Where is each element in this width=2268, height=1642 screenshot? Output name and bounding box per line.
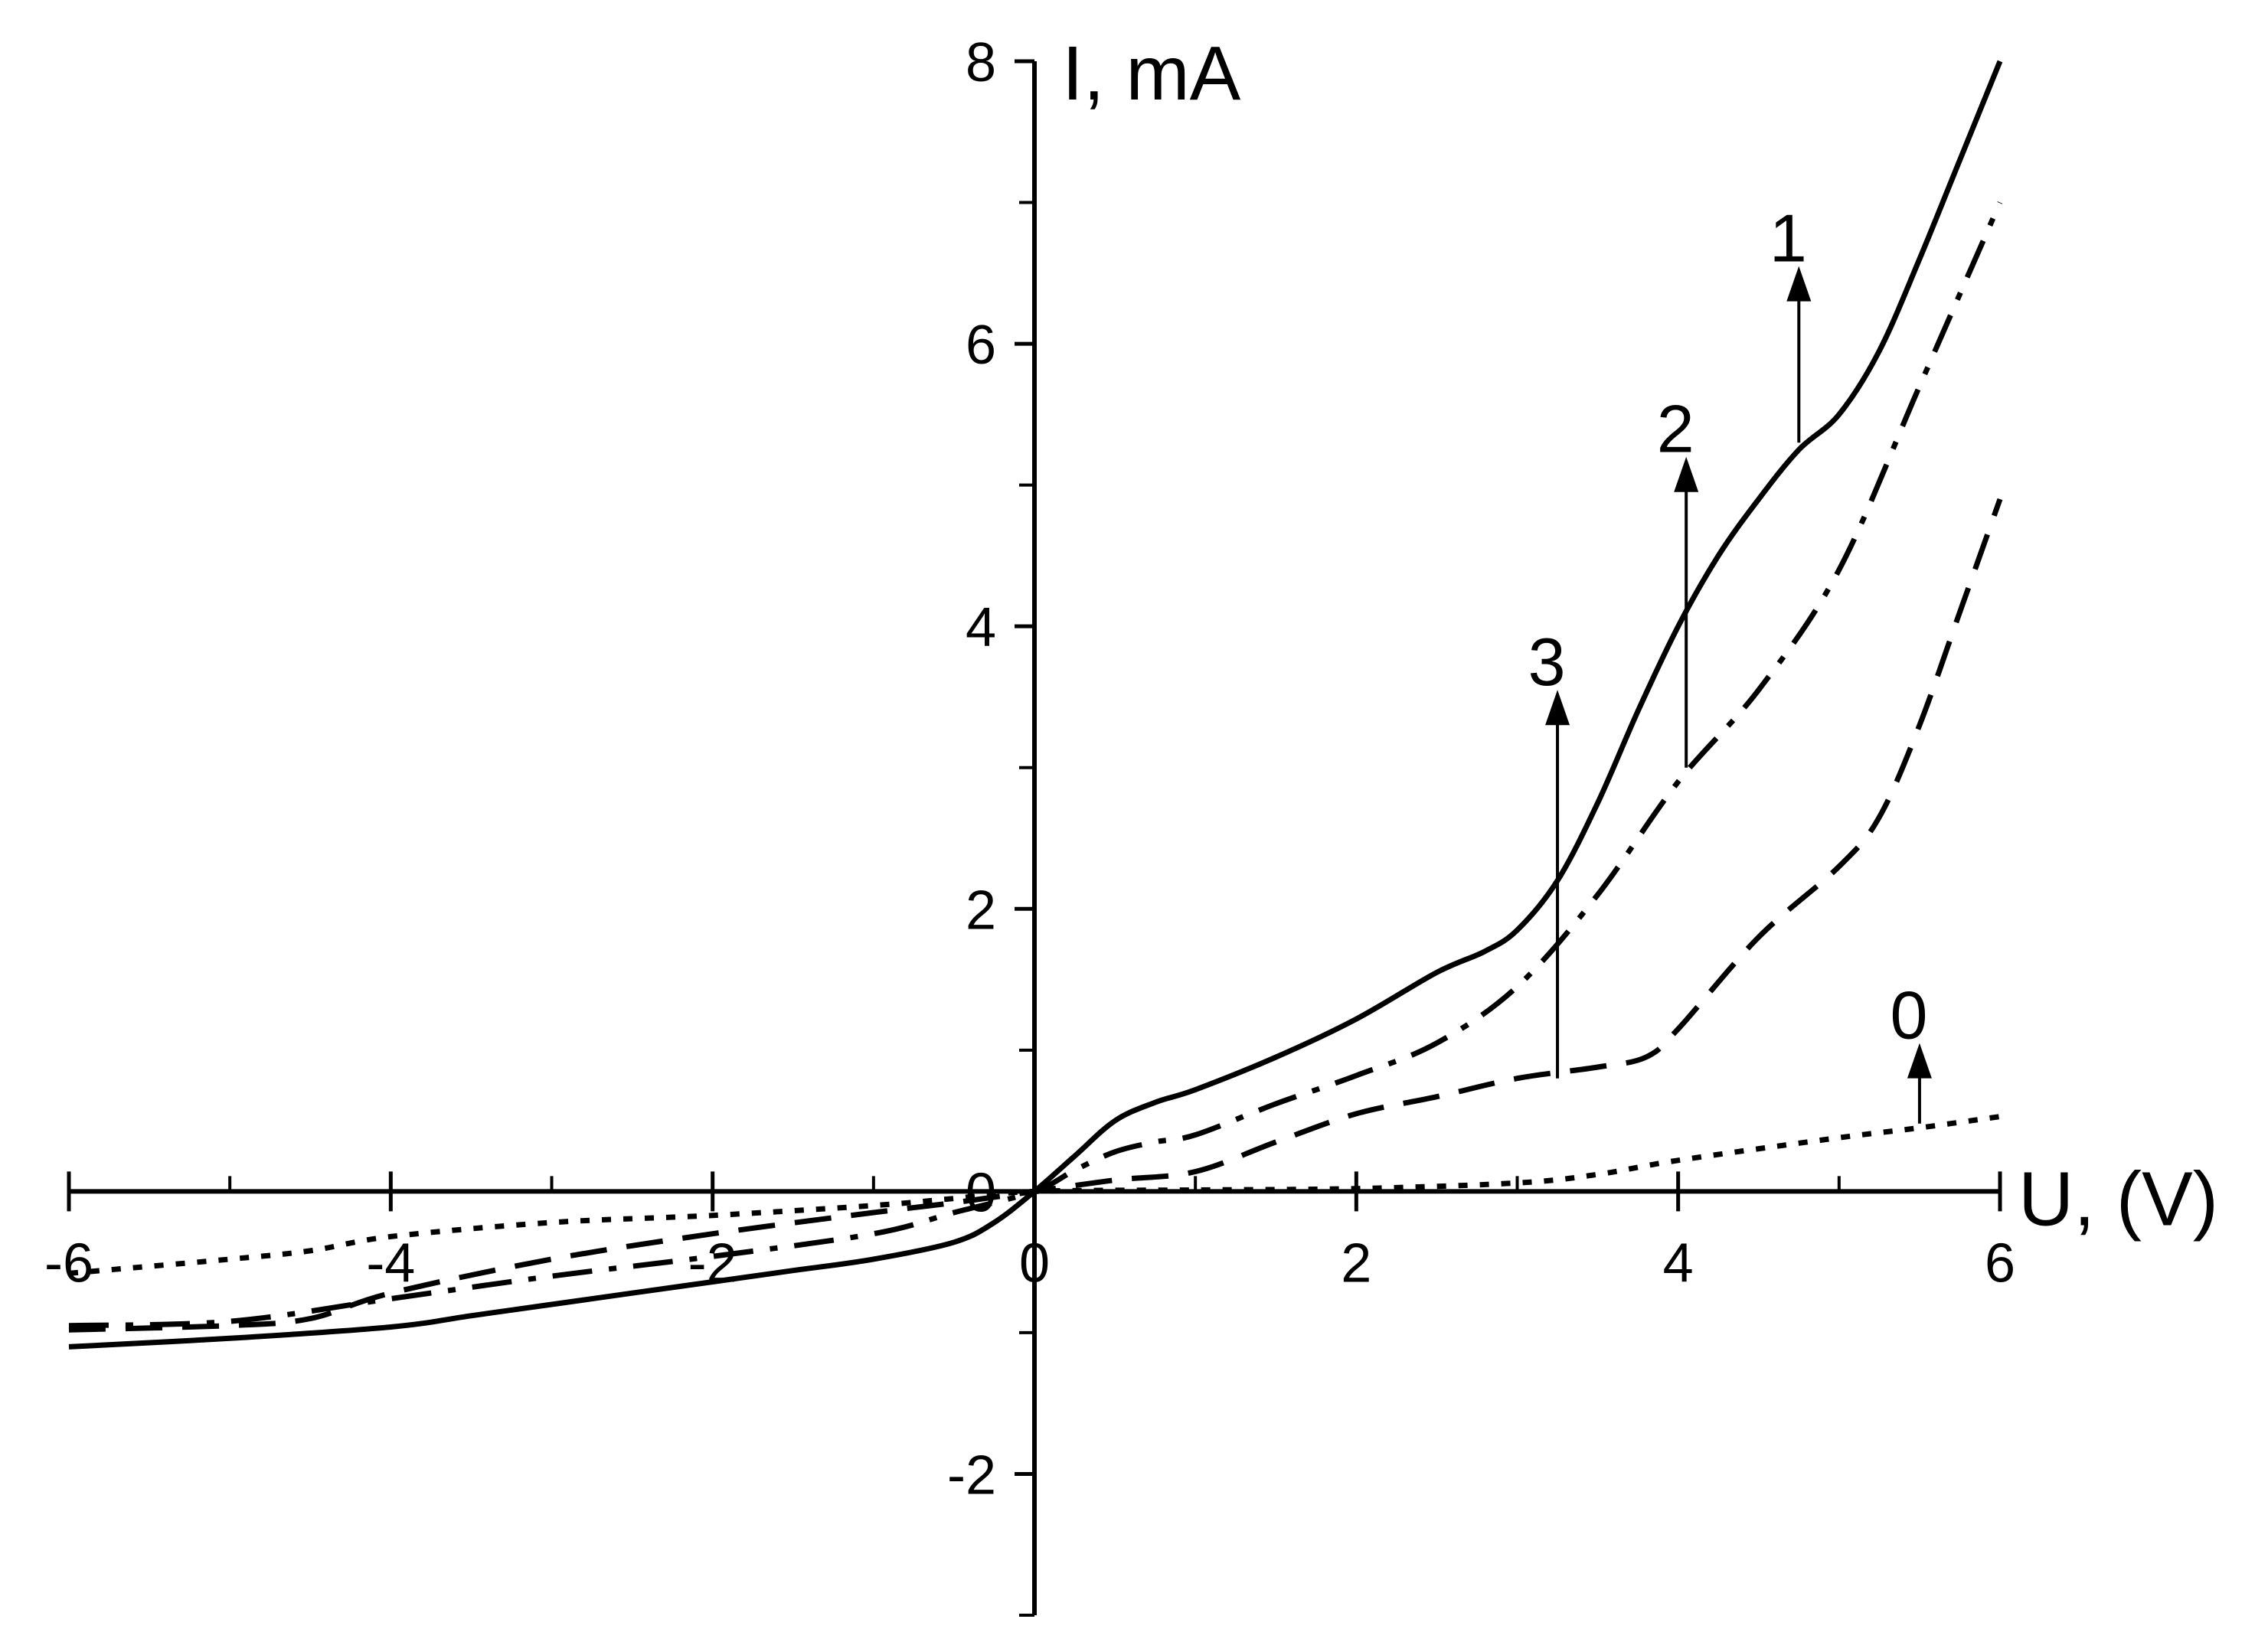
y-tick-label: 0	[966, 1162, 996, 1223]
y-tick-label: 2	[966, 880, 996, 941]
x-ticks: -6 -4 -2 0 2 4 6	[44, 1171, 2015, 1294]
arrow-head-3	[1545, 690, 1570, 726]
x-tick-label: -2	[688, 1232, 737, 1294]
y-ticks: -2 0 2 4 6 8	[947, 32, 1034, 1617]
x-tick-label: 0	[1019, 1232, 1050, 1294]
x-tick-label: -6	[44, 1232, 93, 1294]
annotations-layer: 1 2 3 0	[1528, 201, 1932, 1124]
curves-layer	[68, 60, 2003, 1350]
curve-1	[68, 60, 2003, 1350]
y-axis-title: I, mA	[1062, 31, 1241, 116]
curve-3	[68, 498, 2003, 1333]
curve-2	[68, 201, 2003, 1329]
x-tick-label: 4	[1663, 1232, 1694, 1294]
axes-layer: -6 -4 -2 0 2 4 6 -2 0 2 4 6 8	[44, 32, 2015, 1617]
arrow-head-2	[1674, 456, 1699, 492]
x-tick-label: 6	[1985, 1232, 2015, 1294]
arrow-head-1	[1786, 266, 1812, 302]
curve-label-1: 1	[1770, 201, 1807, 276]
y-tick-label: 8	[966, 32, 996, 93]
curve-label-3: 3	[1528, 624, 1566, 700]
arrow-head-0	[1907, 1043, 1932, 1079]
y-tick-label: 6	[966, 315, 996, 376]
x-tick-label: 2	[1341, 1232, 1371, 1294]
x-axis-title: U, (V)	[2018, 1156, 2218, 1242]
y-tick-label: 4	[966, 597, 996, 658]
curve-label-0: 0	[1890, 978, 1927, 1053]
y-tick-label: -2	[947, 1445, 996, 1506]
x-tick-label: -4	[366, 1232, 415, 1294]
curve-label-2: 2	[1657, 391, 1694, 467]
